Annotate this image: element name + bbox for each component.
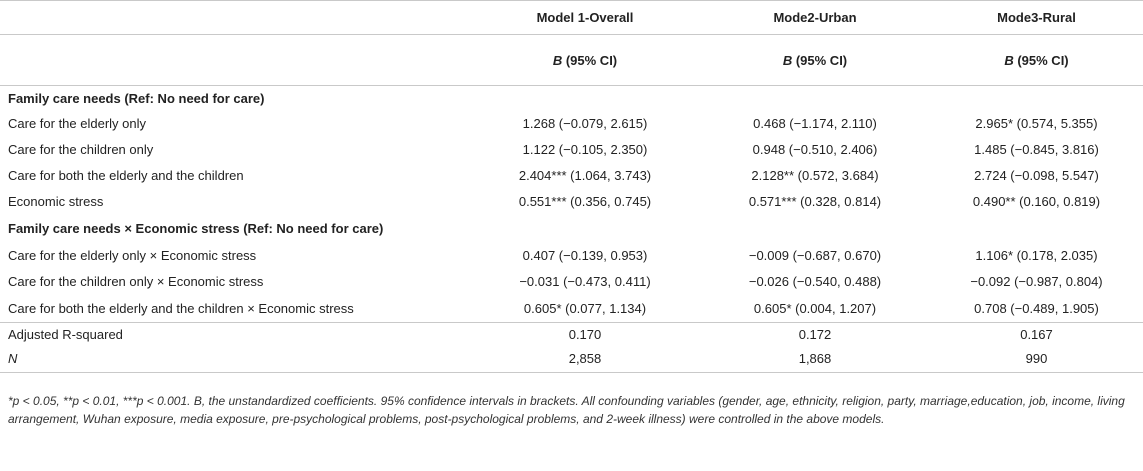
cell-model-3: 0.490** (0.160, 0.819) <box>972 193 1101 209</box>
header-model-2: Mode2-Urban <box>700 0 930 35</box>
stat-row-n: N 2,858 1,868 990 <box>0 345 1143 373</box>
table-row: Care for both the elderly and the childr… <box>0 162 1143 188</box>
header-row-subheads: B (95% CI) B (95% CI) B (95% CI) <box>0 34 1143 86</box>
cell-model-2: 0.948 (−0.510, 2.406) <box>752 141 878 157</box>
row-label: Economic stress <box>8 193 104 209</box>
subheader-model-3: B (95% CI) <box>930 34 1143 86</box>
regression-table: Model 1-Overall Mode2-Urban Mode3-Rural … <box>0 0 1143 373</box>
subheader-b: B <box>1004 52 1014 68</box>
row-label: Care for the elderly only <box>8 115 147 131</box>
header-model-3: Mode3-Rural <box>930 0 1143 35</box>
cell-model-1: 0.407 (−0.139, 0.953) <box>522 247 648 263</box>
section-title: Family care needs × Economic stress (Ref… <box>8 220 384 236</box>
cell-model-2: 1,868 <box>700 345 930 373</box>
cell-model-3: 0.167 <box>1020 326 1053 342</box>
header-blank <box>0 0 470 35</box>
section-row-interaction: Family care needs × Economic stress (Ref… <box>0 214 1143 242</box>
table-row: Care for the children only 1.122 (−0.105… <box>0 136 1143 162</box>
table-row: Care for the elderly only × Economic str… <box>0 242 1143 268</box>
row-label: Care for both the elderly and the childr… <box>8 167 244 183</box>
table-row: Care for both the elderly and the childr… <box>0 294 1143 323</box>
section-row-family-care-needs: Family care needs (Ref: No need for care… <box>0 86 1143 111</box>
cell-model-2: 0.468 (−1.174, 2.110) <box>753 115 877 131</box>
subheader-model-1: B (95% CI) <box>470 34 700 86</box>
cell-model-1: −0.031 (−0.473, 0.411) <box>519 273 651 289</box>
subheader-model-2: B (95% CI) <box>700 34 930 86</box>
cell-model-3: 2.965* (0.574, 5.355) <box>975 115 1098 131</box>
row-label: Care for the children only × Economic st… <box>8 273 264 289</box>
section-title: Family care needs (Ref: No need for care… <box>8 90 265 106</box>
cell-model-1: 1.122 (−0.105, 2.350) <box>522 141 648 157</box>
table-footnote: *p < 0.05, **p < 0.01, ***p < 0.001. B, … <box>8 394 1125 426</box>
table-row: Care for the elderly only 1.268 (−0.079,… <box>0 110 1143 136</box>
cell-model-2: −0.009 (−0.687, 0.670) <box>748 247 882 263</box>
subheader-ci: (95% CI) <box>562 52 618 68</box>
cell-model-3: −0.092 (−0.987, 0.804) <box>970 273 1103 289</box>
stat-row-adjusted-r-squared: Adjusted R-squared 0.170 0.172 0.167 <box>0 323 1143 346</box>
cell-model-2: 0.571*** (0.328, 0.814) <box>748 193 882 209</box>
cell-model-3: 1.485 (−0.845, 3.816) <box>974 141 1099 157</box>
row-label: Care for both the elderly and the childr… <box>0 294 470 323</box>
subheader-ci: (95% CI) <box>792 52 848 68</box>
header-model-1: Model 1-Overall <box>470 0 700 35</box>
cell-model-2: 2.128** (0.572, 3.684) <box>751 167 879 183</box>
row-label: Adjusted R-squared <box>8 326 123 342</box>
subheader-ci: (95% CI) <box>1013 52 1069 68</box>
subheader-b: B <box>552 52 563 68</box>
cell-model-1: 0.551*** (0.356, 0.745) <box>518 193 652 209</box>
cell-model-3: 2.724 (−0.098, 5.547) <box>974 167 1099 183</box>
cell-model-1: 2.404*** (1.064, 3.743) <box>518 167 652 183</box>
row-label: N <box>0 345 470 373</box>
table-row: Economic stress 0.551*** (0.356, 0.745) … <box>0 188 1143 214</box>
cell-model-3: 1.106* (0.178, 2.035) <box>975 247 1098 263</box>
cell-model-2: 0.172 <box>798 326 832 342</box>
header-row-models: Model 1-Overall Mode2-Urban Mode3-Rural <box>0 0 1143 35</box>
cell-model-1: 0.170 <box>568 326 602 342</box>
subheader-b: B <box>782 52 793 68</box>
cell-model-1: 2,858 <box>470 345 700 373</box>
cell-model-2: −0.026 (−0.540, 0.488) <box>748 273 882 289</box>
cell-model-1: 1.268 (−0.079, 2.615) <box>522 115 648 131</box>
cell-model-2: 0.605* (0.004, 1.207) <box>700 294 930 323</box>
table-row: Care for the children only × Economic st… <box>0 268 1143 294</box>
subheader-blank <box>0 34 470 86</box>
cell-model-3: 990 <box>930 345 1143 373</box>
row-label: Care for the elderly only × Economic str… <box>8 247 257 263</box>
row-label: Care for the children only <box>8 141 154 157</box>
cell-model-1: 0.605* (0.077, 1.134) <box>470 294 700 323</box>
cell-model-3: 0.708 (−0.489, 1.905) <box>930 294 1143 323</box>
